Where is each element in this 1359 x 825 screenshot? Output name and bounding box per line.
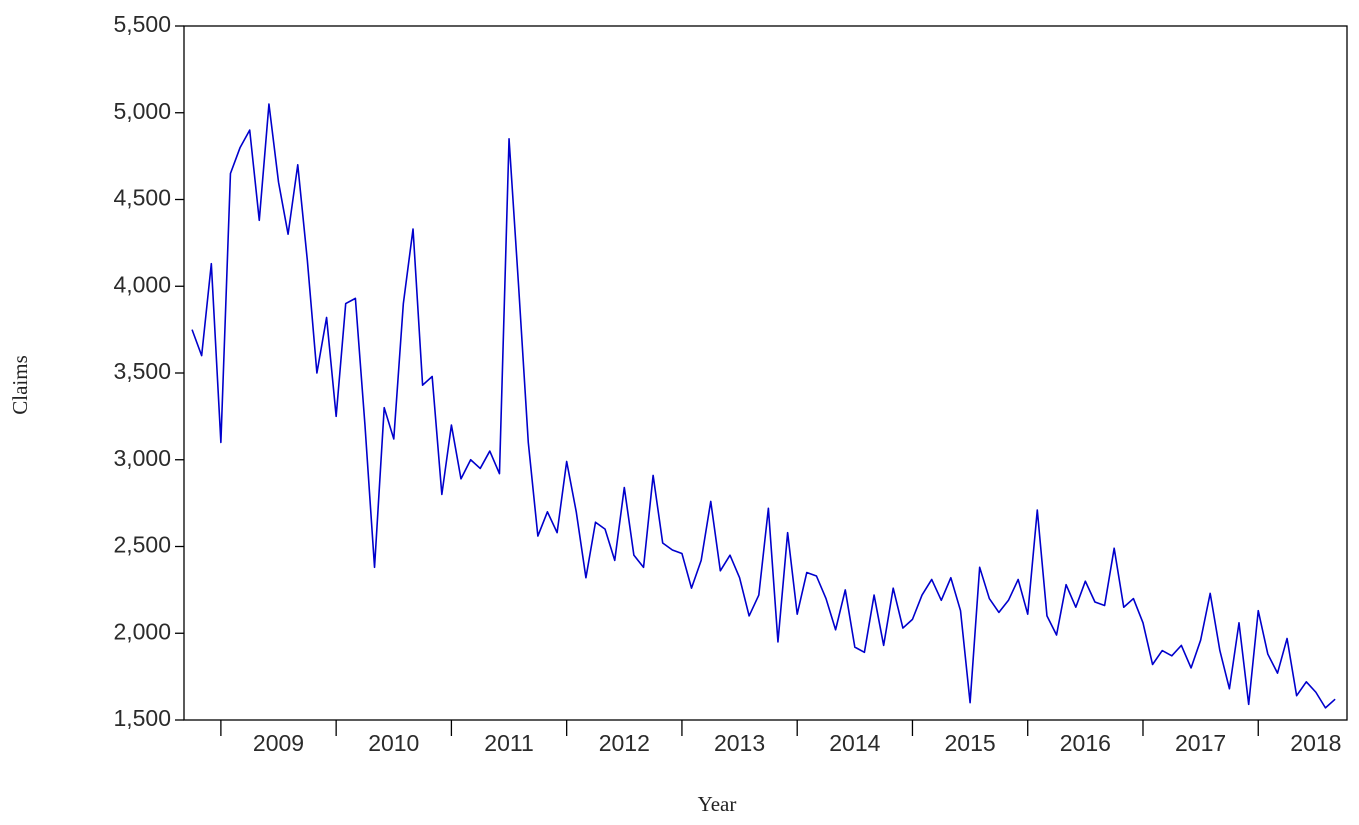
x-tick-label: 2016 [1060,730,1111,756]
y-tick-label: 3,000 [113,445,171,471]
x-tick-label: 2018 [1290,730,1341,756]
y-tick-label: 2,000 [113,618,171,644]
y-tick-label: 5,500 [113,11,171,37]
y-tick-label: 5,000 [113,98,171,124]
x-axis-title: Year [698,792,737,816]
x-tick-label: 2013 [714,730,765,756]
x-tick-label: 2015 [945,730,996,756]
y-tick-label: 3,500 [113,358,171,384]
series-line [191,103,1336,709]
y-tick-label: 2,500 [113,532,171,558]
x-tick-label: 2014 [829,730,880,756]
plot-frame [183,25,1348,721]
y-tick-label: 4,000 [113,271,171,297]
y-axis-title: Claims [8,355,32,415]
y-tick-label: 1,500 [113,705,171,731]
x-tick-label: 2017 [1175,730,1226,756]
x-tick-label: 2009 [253,730,304,756]
y-tick-label: 4,500 [113,185,171,211]
x-tick-label: 2011 [484,730,533,756]
x-tick-label: 2012 [599,730,650,756]
x-tick-label: 2010 [368,730,419,756]
